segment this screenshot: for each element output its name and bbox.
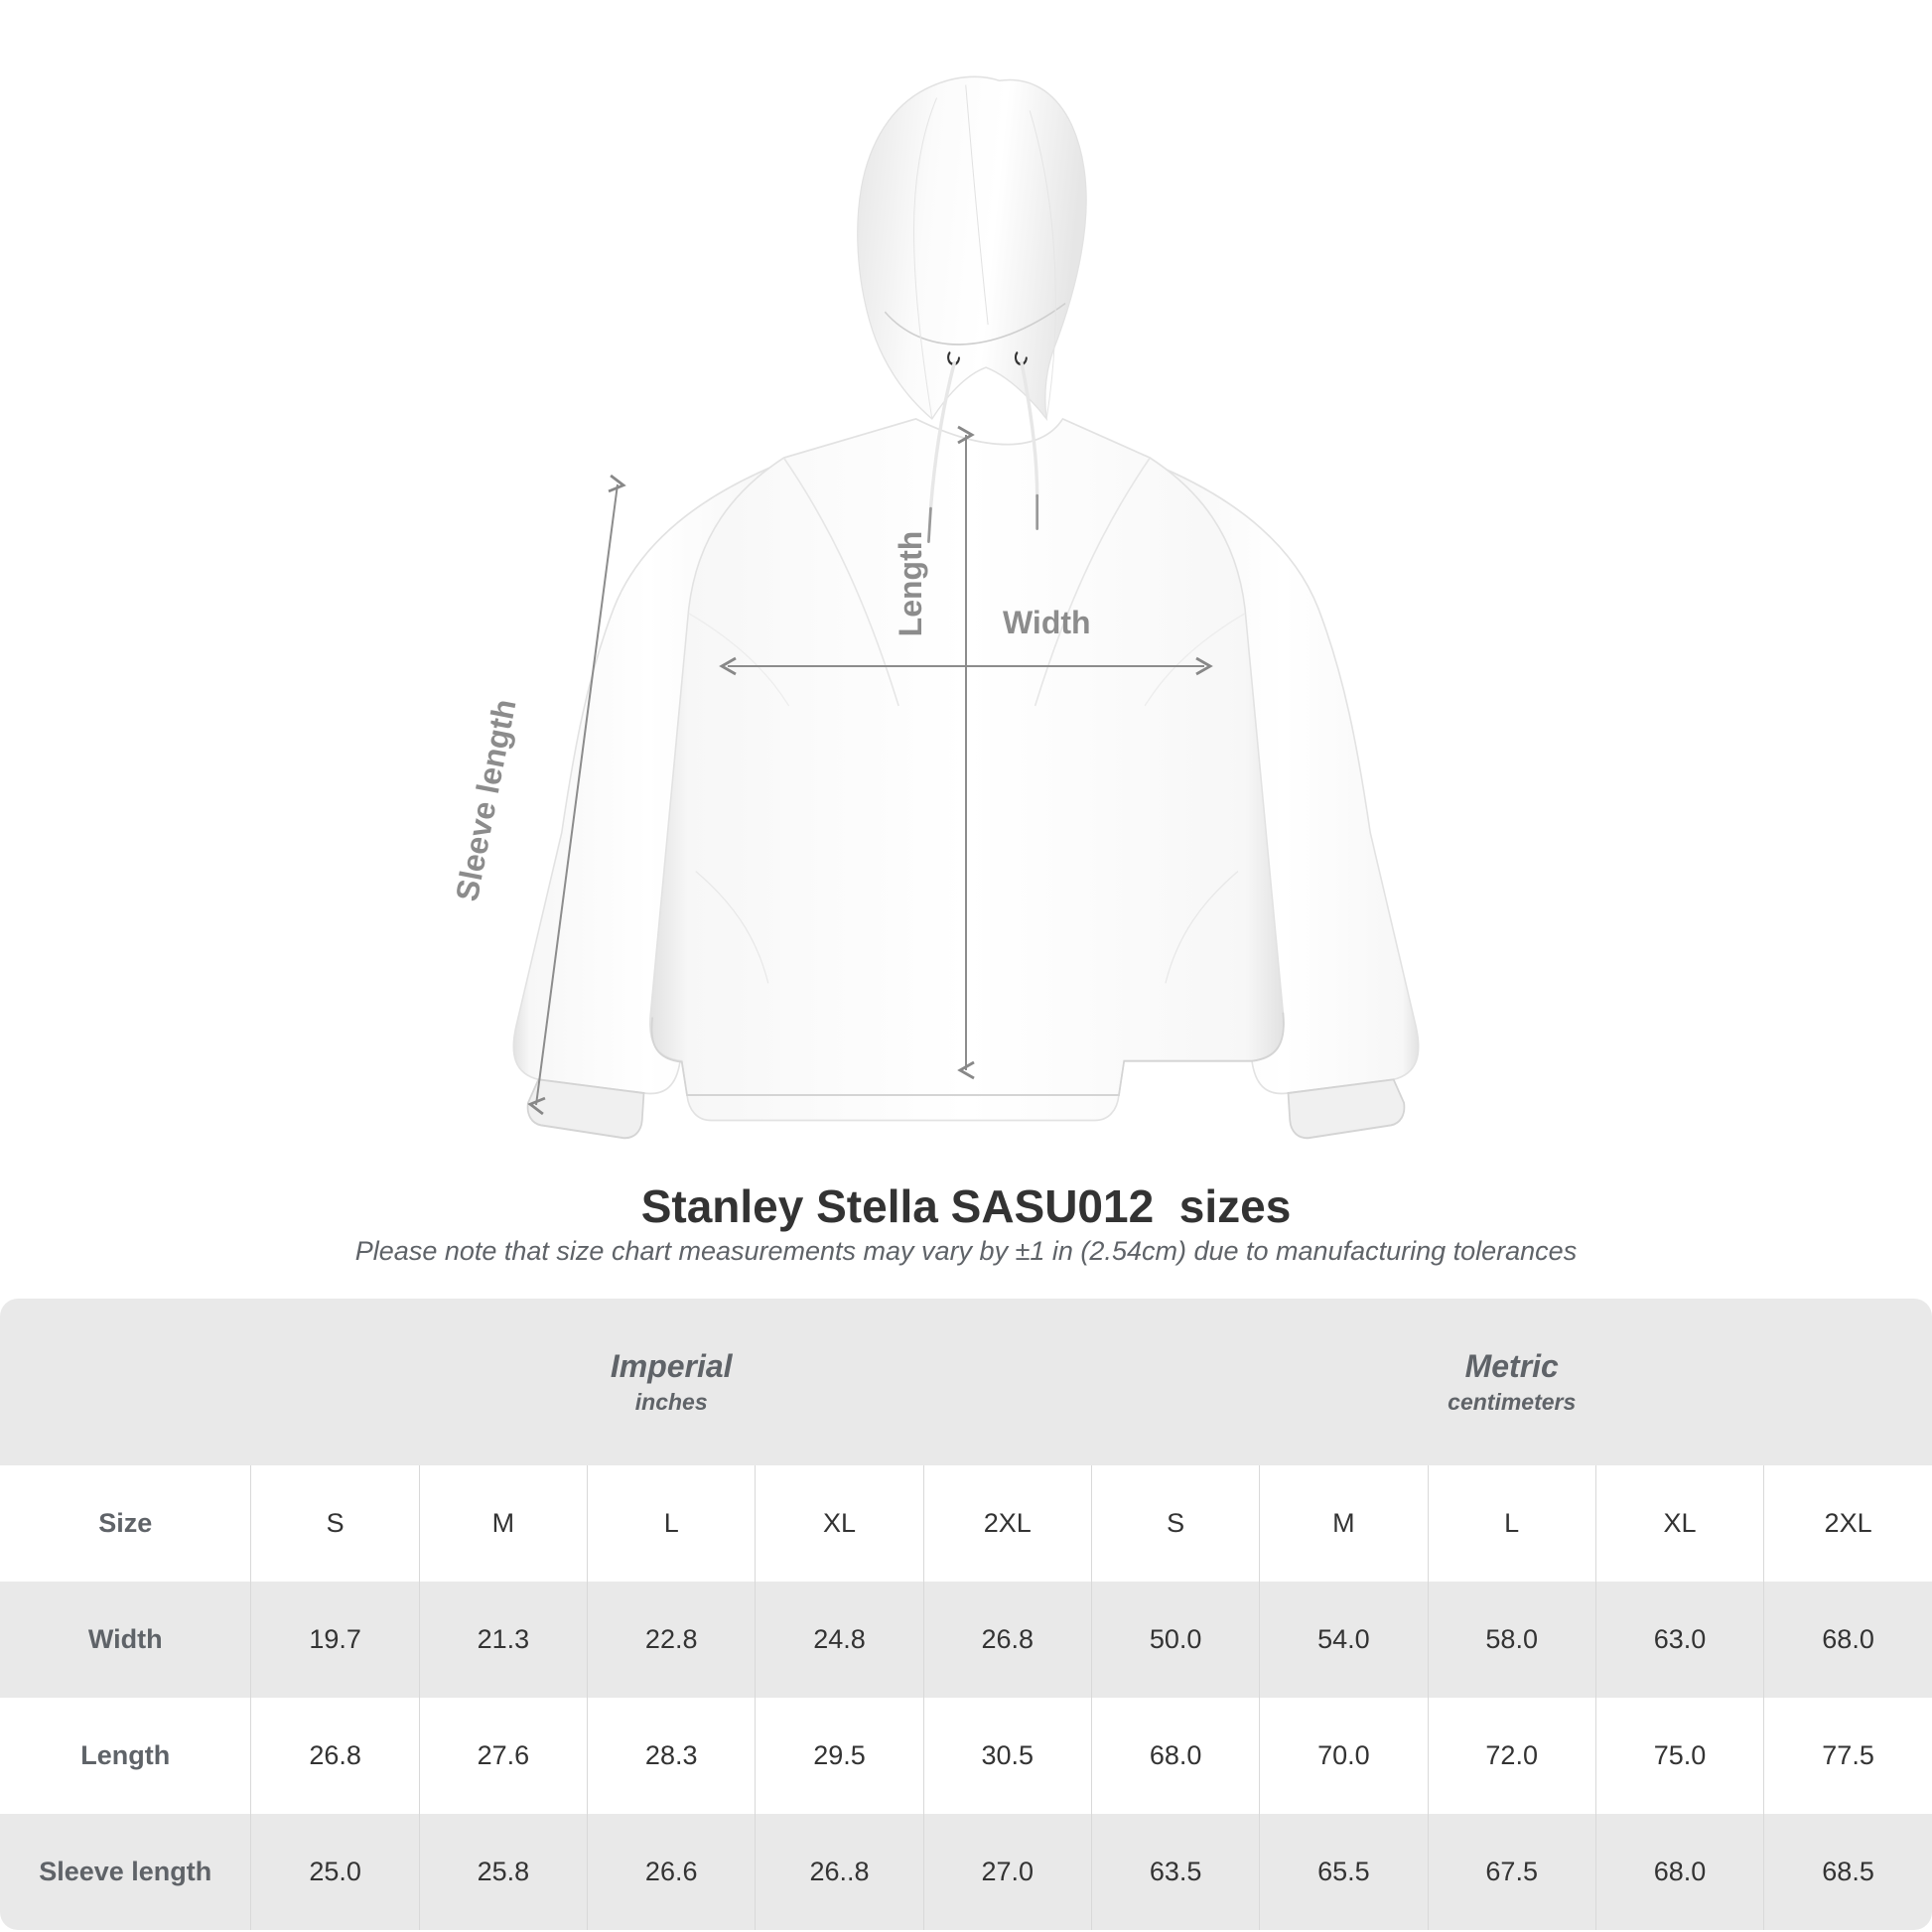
svg-text:Length: Length xyxy=(893,531,928,637)
svg-text:Width: Width xyxy=(1003,605,1091,640)
svg-text:Sleeve length: Sleeve length xyxy=(449,696,523,903)
